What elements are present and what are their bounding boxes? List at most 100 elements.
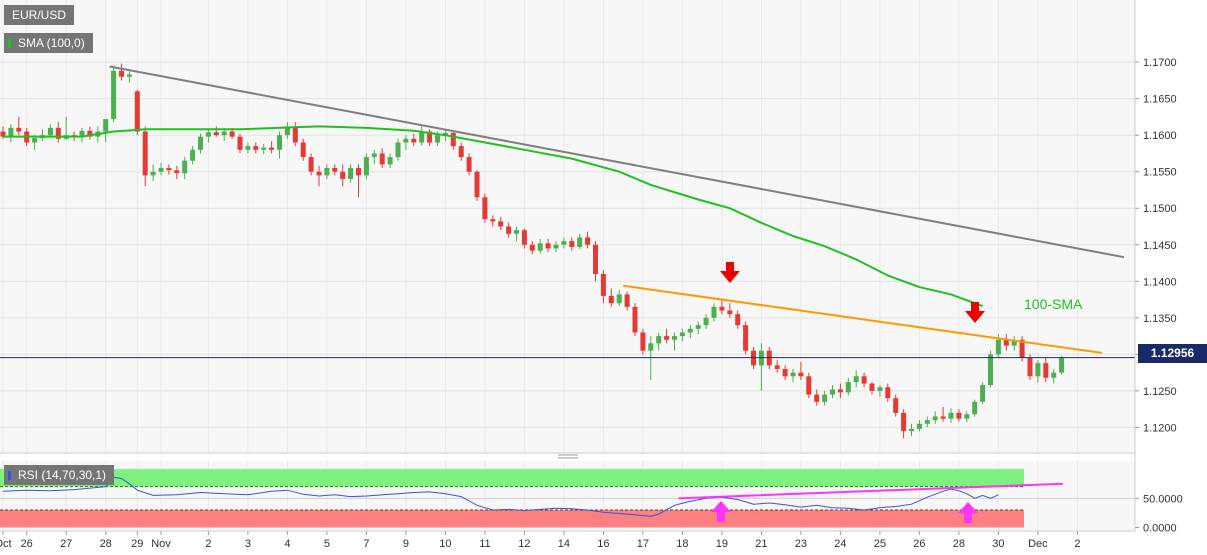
price-tick-label: 1.1400 (1143, 276, 1177, 288)
candle-body (877, 387, 883, 391)
candle-body (213, 132, 219, 136)
candle-body (466, 157, 472, 172)
candle-body (103, 119, 109, 132)
price-tick-label: 1.1450 (1143, 240, 1177, 252)
candle-body (822, 394, 828, 402)
candle-body (134, 91, 140, 132)
candle-body (205, 132, 211, 137)
time-tick-label: Dec (1028, 538, 1048, 550)
candle-body (600, 273, 606, 296)
candle-body (948, 412, 954, 419)
candle-body (292, 126, 298, 143)
time-tick-label: 23 (795, 538, 807, 550)
candle-body (474, 171, 480, 198)
candle-body (608, 295, 614, 304)
candle-body (845, 382, 851, 393)
time-tick-label: 9 (403, 538, 409, 550)
time-tick-label: 21 (755, 538, 767, 550)
candle-body (940, 416, 946, 419)
candle-body (142, 131, 148, 176)
candle-body (853, 376, 859, 383)
candle-body (506, 226, 512, 234)
up-arrow-icon (711, 501, 731, 522)
candle-body (284, 126, 290, 136)
candle-body (253, 146, 259, 150)
markers (711, 262, 985, 523)
rsi-oversold-zone (0, 510, 1024, 528)
price-axis: 1.1700 1.1650 1.1600 1.1550 1.1500 1.1450 1.14… (1135, 57, 1177, 434)
candle-body (719, 306, 725, 311)
candle-body (711, 306, 717, 318)
candle-body (363, 157, 369, 176)
time-tick-label: 12 (518, 538, 530, 550)
time-tick-label: 30 (992, 538, 1004, 550)
candle-body (332, 168, 338, 172)
candle-body (348, 168, 354, 180)
candle-body (1027, 358, 1033, 377)
symbol-tag[interactable]: EUR/USD (4, 5, 75, 25)
candle-body (119, 70, 124, 77)
candle-body (198, 136, 203, 150)
pane-resize-handle[interactable] (558, 454, 578, 459)
candle-body (909, 428, 914, 432)
sma-indicator-label: SMA (100,0) (18, 36, 85, 50)
candle-body (55, 127, 61, 139)
sma-100-line (3, 125, 983, 308)
rsi-tick-label: 0.0000 (1143, 523, 1177, 535)
rsi-line (2, 476, 999, 517)
candle-body (245, 146, 251, 150)
down-arrow-icon (965, 302, 985, 323)
candle-body (79, 130, 85, 137)
candle-body (640, 332, 646, 351)
time-tick-label: 17 (637, 538, 649, 550)
up-arrow-icon (958, 502, 978, 523)
candle-body (585, 237, 591, 245)
candle-body (648, 343, 654, 351)
rsi-indicator-tag[interactable]: RSI (14,70,30,1) (4, 465, 115, 485)
rsi-overbought-zone (0, 469, 1024, 487)
candle-body (435, 135, 440, 143)
time-tick-label: 2 (205, 538, 211, 550)
candle-body (806, 376, 812, 395)
descending-trendline-gray (109, 65, 1125, 259)
candle-body (679, 332, 685, 337)
rsi-line-group (2, 476, 1064, 517)
time-tick-label: 19 (716, 538, 728, 550)
time-tick-label: 24 (834, 538, 846, 550)
candle-body (458, 146, 464, 158)
candle-body (995, 339, 1001, 355)
price-tick-label: 1.1250 (1143, 386, 1177, 398)
candle-body (403, 138, 409, 143)
candle-body (798, 372, 804, 377)
time-axis: Oct26272829Nov23457910111214161718192123… (0, 531, 1080, 550)
candle-body (521, 230, 527, 245)
candle-body (893, 398, 899, 413)
sma-indicator-tag[interactable]: SMA (100,0) (4, 33, 93, 53)
candle-body (356, 168, 361, 176)
candle-body (837, 389, 843, 393)
time-tick-label: 2 (1074, 538, 1080, 550)
candle-body (569, 241, 575, 247)
candle-body (972, 401, 978, 415)
candle-body (47, 127, 53, 136)
time-tick-label: 10 (439, 538, 451, 550)
candle-body (411, 138, 417, 143)
price-tick-label: 1.1600 (1143, 130, 1177, 142)
candle-body (221, 131, 227, 136)
candle-body (174, 170, 180, 174)
candle-body (1035, 363, 1041, 377)
time-tick-label: 28 (953, 538, 965, 550)
candle-body (529, 244, 535, 251)
candle-body (316, 171, 322, 176)
sma-color-swatch (8, 39, 11, 48)
candle-body (687, 328, 693, 333)
candle-body (1043, 363, 1049, 378)
rsi-tick-label: 50.0000 (1143, 493, 1183, 505)
candle-body (774, 365, 780, 369)
candle-body (932, 416, 938, 421)
candle-body (482, 197, 488, 220)
candle-body (656, 336, 662, 344)
rsi-rising-trendline (678, 482, 1064, 500)
candle-body (735, 314, 741, 326)
time-tick-label: 28 (100, 538, 112, 550)
